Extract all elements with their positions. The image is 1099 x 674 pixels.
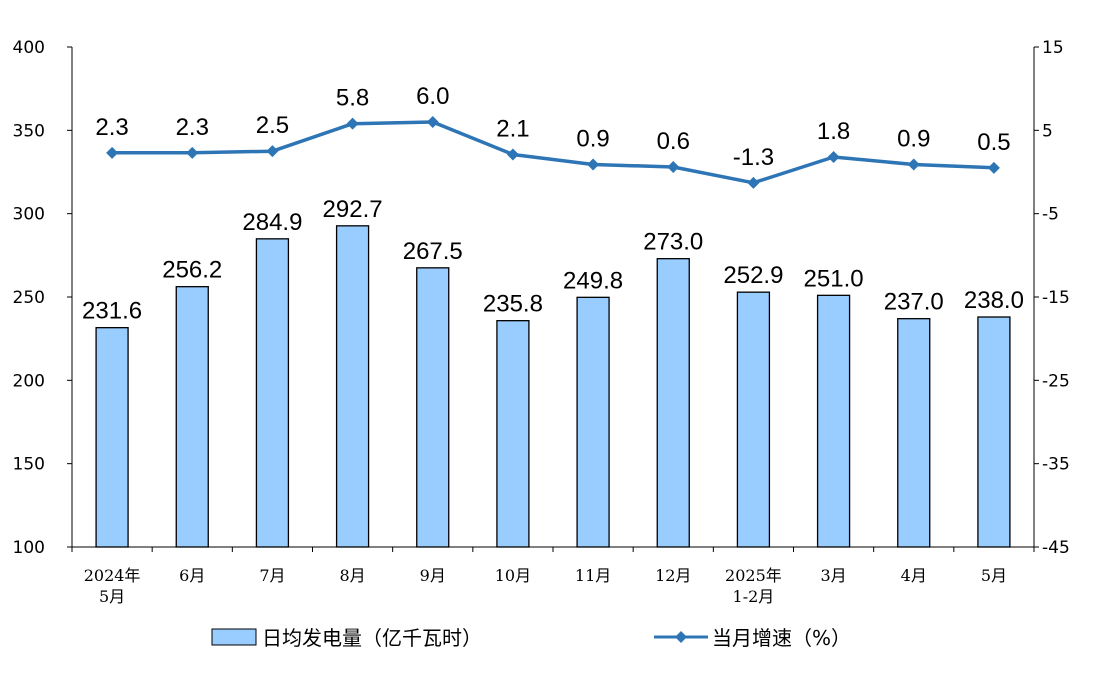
legend: 日均发电量（亿千瓦时） 当月增速（%） [211, 626, 851, 650]
bar-data-label: 231.6 [82, 298, 142, 325]
legend-bar-label: 日均发电量（亿千瓦时） [262, 626, 482, 650]
x-tick-label: 8月 [339, 566, 365, 585]
x-tick-label: 9月 [420, 566, 446, 585]
line-data-label: 0.9 [897, 126, 930, 153]
y-right-tick-label: -45 [1042, 538, 1070, 558]
bar [416, 267, 450, 548]
x-tick-label: 10月 [495, 566, 531, 585]
bar [977, 316, 1011, 548]
growth-line [112, 120, 994, 185]
y-right-tick-label: -15 [1042, 288, 1070, 308]
line-point [747, 176, 760, 189]
y-left-tick-label: 100 [13, 538, 45, 558]
x-tick-label: 4月 [901, 566, 927, 585]
bar-data-label: 237.0 [884, 289, 944, 316]
x-tick-label: 2025年 [725, 566, 782, 585]
line-series: 2.3 2.3 2.5 5.8 6.0 2.1 0.9 0.6 -1.3 1.8 0.9 0.5 [95, 83, 1011, 189]
line-point [266, 145, 279, 158]
y-left-tick-label: 250 [13, 288, 45, 308]
bar-data-label: 273.0 [643, 229, 703, 256]
x-tick-label: 11月 [575, 566, 611, 585]
line-point [186, 146, 199, 159]
y-right-tick-label: -35 [1042, 455, 1070, 475]
bar [496, 320, 530, 548]
line-data-label: 5.8 [336, 85, 369, 112]
line-point [106, 146, 119, 159]
line-point [827, 151, 840, 163]
x-tick-label: 2024年 [84, 566, 141, 585]
line-data-label: 6.0 [416, 83, 449, 110]
y-right-tick-label: -25 [1042, 371, 1070, 391]
bar-data-label: 292.7 [323, 196, 383, 223]
legend-line-marker [675, 631, 687, 643]
x-tick-label: 7月 [259, 566, 285, 585]
x-tick-label: 12月 [655, 566, 691, 585]
bar [175, 286, 209, 548]
bar-data-label: 252.9 [723, 262, 783, 289]
line-point [506, 148, 519, 161]
bar-data-label: 249.8 [563, 267, 623, 294]
bar-data-label: 267.5 [403, 238, 463, 265]
bar-data-label: 238.0 [964, 287, 1024, 314]
y-left-tick-label: 350 [13, 121, 45, 141]
line-point [667, 161, 680, 173]
bar-data-label: 251.0 [804, 265, 864, 292]
y-left-tick-label: 300 [13, 205, 45, 225]
line-data-label: 2.1 [496, 116, 529, 143]
x-tick-label: 5月 [99, 587, 125, 606]
x-tick-label: 3月 [820, 566, 846, 585]
legend-bar-swatch [211, 628, 257, 646]
legend-line-label: 当月增速（%） [712, 626, 851, 650]
line-data-label: 0.9 [576, 126, 609, 153]
line-point [987, 161, 1000, 174]
line-point [426, 116, 439, 128]
line-data-label: 1.8 [817, 118, 850, 145]
line-data-label: 0.6 [657, 128, 690, 155]
y-right-tick-label: -5 [1042, 205, 1059, 225]
axes: 100 150 200 250 300 350 400 -45 -35 -25 -15 -5 5 15 20… [13, 38, 1070, 606]
bar [656, 258, 690, 548]
line-point [907, 158, 920, 171]
line-data-label: 0.5 [977, 129, 1010, 156]
x-tick-label: 5月 [981, 566, 1007, 585]
y-right-tick-label: 15 [1042, 38, 1064, 58]
line-data-label: 2.3 [95, 114, 128, 141]
bar [576, 296, 610, 548]
bar-data-label: 235.8 [483, 291, 543, 318]
bar-data-label: 284.9 [242, 209, 302, 236]
bar [736, 291, 771, 548]
bar [816, 294, 851, 548]
line-data-label: -1.3 [733, 144, 774, 171]
line-data-label: 2.5 [256, 112, 289, 139]
y-left-tick-label: 150 [13, 455, 45, 475]
bar-data-label: 256.2 [162, 257, 222, 284]
line-data-label: 2.3 [176, 114, 209, 141]
x-tick-label: 1-2月 [733, 587, 775, 606]
y-left-tick-label: 400 [13, 38, 45, 58]
line-point [346, 117, 359, 130]
y-right-tick-label: 5 [1042, 121, 1053, 141]
line-point [587, 158, 600, 171]
bar [255, 238, 290, 548]
bar [95, 327, 129, 548]
y-left-tick-label: 200 [13, 371, 45, 391]
bar [897, 318, 931, 548]
bar-series: 231.6 256.2 284.9 292.7 267.5 235.8 249.8 273.0… [82, 196, 1024, 548]
bar [335, 225, 370, 548]
x-tick-label: 6月 [179, 566, 205, 585]
